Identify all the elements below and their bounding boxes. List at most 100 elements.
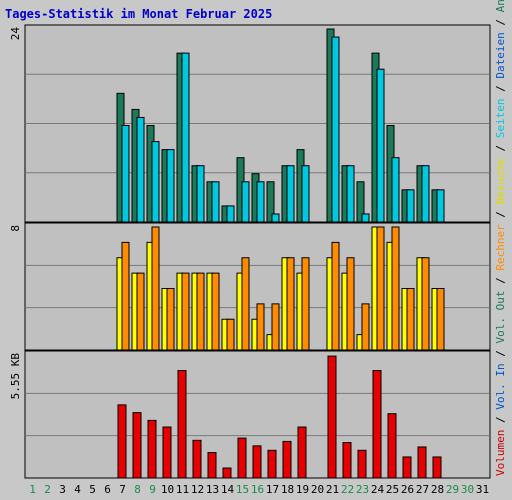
bar-volumen-day-8 xyxy=(132,412,142,479)
bar-dateien-day-14 xyxy=(226,205,235,223)
day-label-23: 23 xyxy=(356,483,369,496)
bar-dateien-day-26 xyxy=(406,189,415,223)
day-label-3: 3 xyxy=(59,483,66,496)
bar-rechner-day-17 xyxy=(271,303,280,351)
day-label-10: 10 xyxy=(161,483,174,496)
bar-dateien-day-25 xyxy=(391,157,400,223)
bar-rechner-day-11 xyxy=(181,272,190,351)
right-legend: Volumen / Vol. In / Vol. Out / Rechner /… xyxy=(494,0,507,476)
legend-segment: / xyxy=(494,271,507,291)
bar-volumen-day-19 xyxy=(297,426,307,479)
bar-rechner-day-9 xyxy=(151,226,160,351)
bar-dateien-day-19 xyxy=(301,165,310,223)
bar-rechner-day-22 xyxy=(346,257,355,351)
legend-segment: / xyxy=(494,12,507,32)
legend-segment: / xyxy=(494,344,507,364)
bar-rechner-day-19 xyxy=(301,257,310,351)
bar-dateien-day-16 xyxy=(256,181,265,223)
bar-anfragen-day-17 xyxy=(266,181,275,223)
day-label-17: 17 xyxy=(266,483,279,496)
bar-rechner-day-24 xyxy=(376,226,385,351)
bar-rechner-day-15 xyxy=(241,257,250,351)
bar-rechner-day-25 xyxy=(391,226,400,351)
day-label-20: 20 xyxy=(311,483,324,496)
bar-volumen-day-28 xyxy=(432,456,442,479)
bar-anfragen-day-23 xyxy=(356,181,365,223)
bar-dateien-day-22 xyxy=(346,165,355,223)
legend-segment: Anfragen xyxy=(494,0,507,12)
bar-dateien-day-18 xyxy=(286,165,295,223)
bar-volumen-day-17 xyxy=(267,449,277,479)
legend-segment: / xyxy=(494,79,507,99)
day-label-11: 11 xyxy=(176,483,189,496)
bar-dateien-day-28 xyxy=(436,189,445,223)
bar-rechner-day-16 xyxy=(256,303,265,351)
day-label-5: 5 xyxy=(89,483,96,496)
plot-frame xyxy=(24,24,491,479)
day-label-6: 6 xyxy=(104,483,111,496)
legend-segment: Vol. In xyxy=(494,363,507,409)
bar-dateien-day-9 xyxy=(151,141,160,223)
legend-segment: Vol. Out xyxy=(494,291,507,344)
legend-segment: Dateien xyxy=(494,32,507,78)
bar-volumen-day-18 xyxy=(282,440,292,479)
bar-dateien-day-13 xyxy=(211,181,220,223)
y-max-label-top: 24 xyxy=(9,27,22,41)
day-label-1: 1 xyxy=(29,483,36,496)
bar-volumen-day-25 xyxy=(387,413,397,479)
day-label-28: 28 xyxy=(431,483,444,496)
day-label-4: 4 xyxy=(74,483,81,496)
y-max-label-bottom: 5.55 KB xyxy=(9,353,22,400)
bar-rechner-day-12 xyxy=(196,272,205,351)
bar-dateien-day-11 xyxy=(181,52,190,223)
bar-volumen-day-21 xyxy=(327,355,337,479)
bar-rechner-day-26 xyxy=(406,288,415,351)
bar-rechner-day-8 xyxy=(136,272,145,351)
day-label-18: 18 xyxy=(281,483,294,496)
bar-rechner-day-18 xyxy=(286,257,295,351)
day-label-21: 21 xyxy=(326,483,339,496)
bar-volumen-day-13 xyxy=(207,452,217,479)
bar-volumen-day-22 xyxy=(342,442,352,479)
day-label-16: 16 xyxy=(251,483,264,496)
bar-volumen-day-24 xyxy=(372,370,382,479)
bar-volumen-day-23 xyxy=(357,449,367,479)
bar-volumen-day-12 xyxy=(192,439,202,479)
bar-rechner-day-21 xyxy=(331,241,340,351)
day-label-26: 26 xyxy=(401,483,414,496)
day-label-7: 7 xyxy=(119,483,126,496)
bar-rechner-day-14 xyxy=(226,318,235,351)
day-label-8: 8 xyxy=(134,483,141,496)
bar-dateien-day-12 xyxy=(196,165,205,223)
bar-dateien-day-21 xyxy=(331,36,340,223)
legend-segment: Besuche xyxy=(494,158,507,204)
bar-rechner-day-28 xyxy=(436,288,445,351)
bar-rechner-day-23 xyxy=(361,303,370,351)
day-label-24: 24 xyxy=(371,483,385,496)
day-label-15: 15 xyxy=(236,483,249,496)
bar-volumen-day-27 xyxy=(417,446,427,479)
bar-dateien-day-10 xyxy=(166,149,175,223)
day-label-2: 2 xyxy=(44,483,51,496)
bar-dateien-day-8 xyxy=(136,116,145,223)
legend-segment: Seiten xyxy=(494,98,507,138)
bar-rechner-day-27 xyxy=(421,257,430,351)
day-label-30: 30 xyxy=(461,483,474,496)
day-label-25: 25 xyxy=(386,483,399,496)
bar-volumen-day-11 xyxy=(177,370,187,479)
day-label-22: 22 xyxy=(341,483,354,496)
bar-dateien-day-15 xyxy=(241,181,250,223)
bar-volumen-day-26 xyxy=(402,456,412,479)
day-label-13: 13 xyxy=(206,483,219,496)
day-label-27: 27 xyxy=(416,483,429,496)
day-label-31: 31 xyxy=(476,483,489,496)
legend-segment: Rechner xyxy=(494,224,507,271)
bar-volumen-day-7 xyxy=(117,404,127,479)
legend-segment: / xyxy=(494,410,507,430)
bar-volumen-day-10 xyxy=(162,426,172,479)
day-label-12: 12 xyxy=(191,483,204,496)
day-label-19: 19 xyxy=(296,483,309,496)
bar-rechner-day-7 xyxy=(121,241,130,351)
